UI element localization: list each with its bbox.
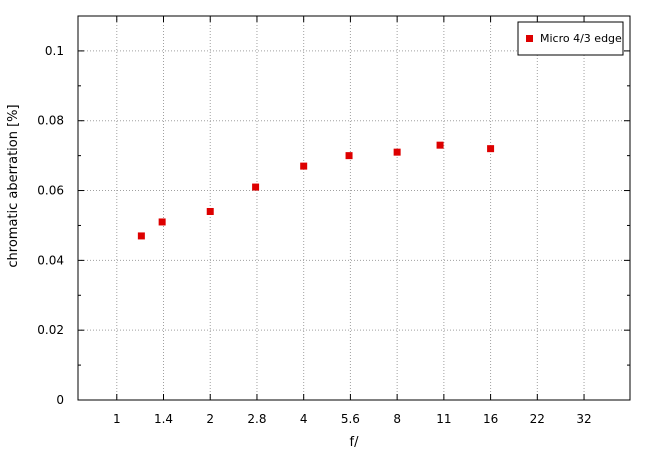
- y-tick-label: 0.08: [37, 114, 64, 128]
- y-tick-label: 0: [56, 393, 64, 407]
- y-tick-label: 0.02: [37, 323, 64, 337]
- legend-box: [517, 21, 624, 56]
- data-points: [137, 141, 495, 240]
- y-axis-label: chromatic aberration [%]: [6, 104, 21, 267]
- y-tick-label: 0.04: [37, 253, 64, 267]
- data-point: [137, 232, 145, 240]
- y-tick-label: 0.1: [45, 44, 64, 58]
- x-tick-label: 11: [436, 412, 451, 426]
- x-tick-label: 32: [576, 412, 591, 426]
- x-tick-label: 5.6: [341, 412, 360, 426]
- data-point: [158, 218, 166, 226]
- data-point: [252, 183, 260, 191]
- data-point: [393, 148, 401, 156]
- x-axis-label: f/: [350, 435, 360, 450]
- y-tick-label: 0.06: [37, 184, 64, 198]
- x-tick-label: 4: [300, 412, 308, 426]
- data-point: [206, 207, 214, 215]
- x-tick-label: 8: [393, 412, 401, 426]
- legend-label: Micro 4/3 edge: [540, 32, 622, 45]
- y-axis-ticks: 0 0.02 0.04 0.06 0.08 0.1: [37, 44, 630, 407]
- x-axis-ticks: 1 1.4 2 2.8 4 5.6 8 11 16 22 32: [113, 16, 592, 426]
- x-tick-label: 2: [206, 412, 214, 426]
- data-point: [436, 141, 444, 149]
- data-point: [300, 162, 308, 170]
- legend-marker: [526, 35, 533, 42]
- x-tick-label: 2.8: [247, 412, 266, 426]
- x-tick-label: 22: [530, 412, 545, 426]
- x-tick-label: 16: [483, 412, 498, 426]
- data-point: [487, 145, 495, 153]
- x-tick-label: 1.4: [154, 412, 173, 426]
- plot-area: [77, 15, 631, 401]
- data-point: [345, 152, 353, 160]
- legend: Micro 4/3 edge: [517, 21, 624, 56]
- x-tick-label: 1: [113, 412, 121, 426]
